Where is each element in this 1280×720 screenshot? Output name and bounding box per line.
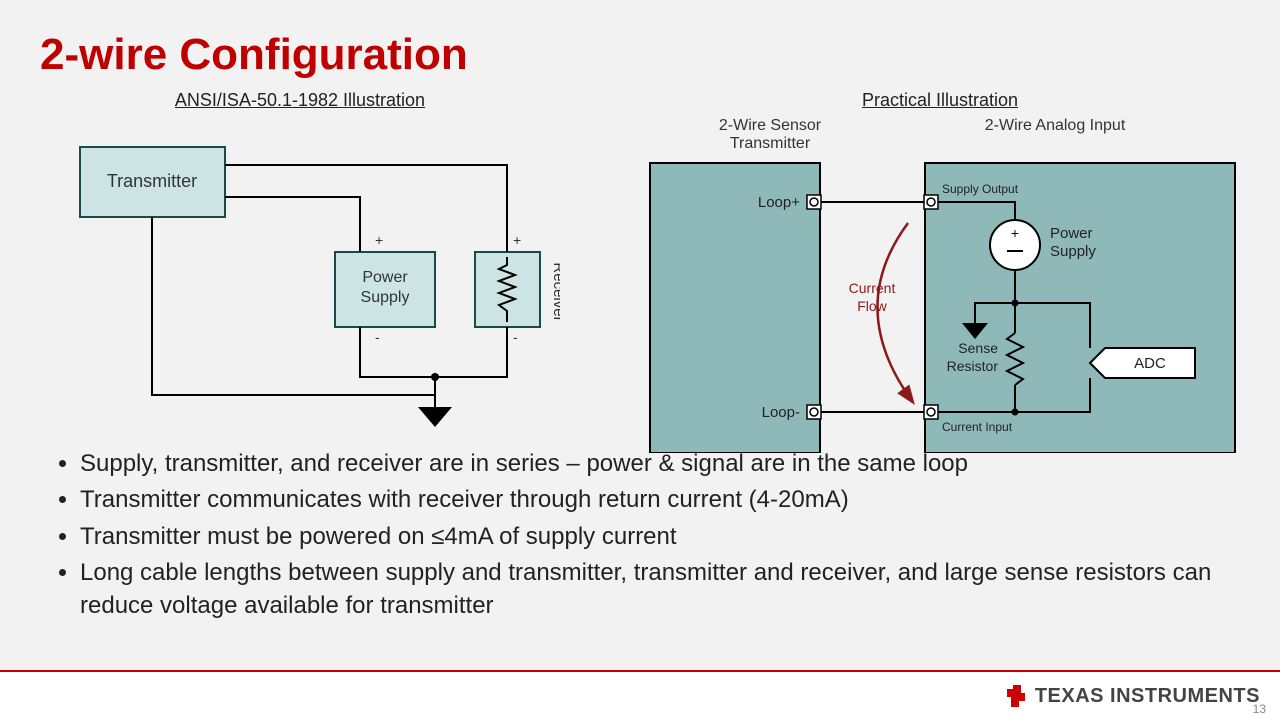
current-flow-label-1: Current bbox=[849, 280, 896, 296]
left-diagram: ANSI/ISA-50.1-1982 Illustration Transmit… bbox=[40, 90, 560, 430]
sr-label-2: Resistor bbox=[947, 358, 999, 374]
right-subtitle: Practical Illustration bbox=[640, 90, 1240, 111]
diagrams-row: ANSI/ISA-50.1-1982 Illustration Transmit… bbox=[40, 90, 1240, 430]
left-subtitle: ANSI/ISA-50.1-1982 Illustration bbox=[40, 90, 560, 111]
power-label-2: Supply bbox=[361, 289, 410, 306]
term-current-in bbox=[924, 405, 938, 419]
term-loop-plus bbox=[807, 195, 821, 209]
analog-panel bbox=[925, 163, 1235, 453]
loop-minus-label: Loop- bbox=[762, 404, 800, 421]
ps-label-2: Supply bbox=[1050, 243, 1096, 260]
supply-out-label: Supply Output bbox=[942, 182, 1019, 196]
sensor-title: 2-Wire Sensor Transmitter bbox=[685, 117, 855, 153]
list-item: Transmitter communicates with receiver t… bbox=[80, 484, 1240, 516]
wire-ps-top bbox=[225, 197, 360, 252]
node-dot bbox=[431, 373, 439, 381]
transmitter-label: Transmitter bbox=[107, 171, 197, 191]
wire-ps-bottom bbox=[360, 327, 507, 377]
bullet-list: Supply, transmitter, and receiver are in… bbox=[40, 448, 1240, 622]
power-label-1: Power bbox=[362, 269, 408, 286]
list-item: Long cable lengths between supply and tr… bbox=[80, 557, 1240, 622]
current-in-label: Current Input bbox=[942, 420, 1013, 434]
brand-text: TEXAS INSTRUMENTS bbox=[1035, 685, 1260, 708]
slide: 2-wire Configuration ANSI/ISA-50.1-1982 … bbox=[0, 0, 1280, 720]
rx-plus: + bbox=[513, 232, 521, 248]
ps-label-1: Power bbox=[1050, 225, 1093, 242]
ps-minus: - bbox=[375, 329, 380, 345]
ti-logo: TEXAS INSTRUMENTS bbox=[1003, 683, 1260, 709]
receiver-label: Receiver bbox=[550, 262, 560, 321]
right-svg: Loop+ Loop- Supply Output Current Input bbox=[640, 153, 1240, 453]
ground-icon bbox=[418, 407, 452, 427]
page-number: 13 bbox=[1253, 702, 1266, 716]
term-supply-out bbox=[924, 195, 938, 209]
left-svg: Transmitter Power Supply + - Receiver + … bbox=[40, 117, 560, 437]
slide-title: 2-wire Configuration bbox=[40, 30, 1240, 80]
right-diagram: Practical Illustration 2-Wire Sensor Tra… bbox=[640, 90, 1240, 430]
current-flow-label-2: Flow bbox=[857, 298, 887, 314]
adc-label: ADC bbox=[1134, 355, 1166, 372]
psym-plus: + bbox=[1011, 225, 1019, 241]
wire-top bbox=[225, 165, 507, 252]
loop-plus-label: Loop+ bbox=[758, 194, 800, 211]
ps-plus: + bbox=[375, 232, 383, 248]
term-loop-minus bbox=[807, 405, 821, 419]
list-item: Transmitter must be powered on ≤4mA of s… bbox=[80, 521, 1240, 553]
sr-label-1: Sense bbox=[958, 340, 998, 356]
analog-title: 2-Wire Analog Input bbox=[915, 117, 1195, 153]
rx-minus: - bbox=[513, 329, 518, 345]
ti-chip-icon bbox=[1003, 683, 1029, 709]
footer: TEXAS INSTRUMENTS 13 bbox=[0, 670, 1280, 720]
